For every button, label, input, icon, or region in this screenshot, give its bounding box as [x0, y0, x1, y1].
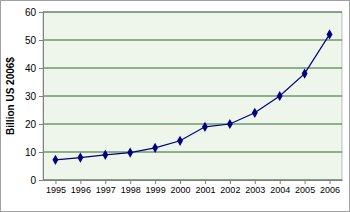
- data-point: [177, 136, 183, 146]
- chart-frame: [1, 1, 350, 212]
- y-tick: 20: [25, 119, 43, 130]
- x-tick: 1998: [121, 180, 141, 195]
- x-tick: 2003: [245, 180, 265, 195]
- data-point: [102, 150, 108, 160]
- y-tick-label: 60: [25, 7, 37, 18]
- x-tick-label: 2001: [195, 185, 215, 195]
- x-tick-label: 1997: [96, 185, 116, 195]
- data-point: [127, 147, 133, 157]
- grid-line: [43, 124, 342, 125]
- data-line: [55, 34, 329, 159]
- plot-area: [43, 12, 342, 180]
- x-tick-label: 1995: [46, 185, 66, 195]
- x-tick-mark: [305, 180, 306, 184]
- y-tick-label: 0: [30, 175, 36, 186]
- y-axis-title: Billion US 2006$: [5, 57, 16, 135]
- x-tick-mark: [180, 180, 181, 184]
- y-tick-label: 30: [25, 91, 37, 102]
- x-tick: 2002: [220, 180, 240, 195]
- y-tick-label: 20: [25, 119, 37, 130]
- y-tick-mark: [39, 124, 43, 125]
- grid-line: [43, 68, 342, 69]
- x-tick-mark: [280, 180, 281, 184]
- x-tick-label: 1998: [121, 185, 141, 195]
- x-tick-mark: [130, 180, 131, 184]
- grid: [43, 12, 342, 180]
- y-tick-mark: [39, 12, 43, 13]
- data-point: [327, 29, 333, 39]
- data-point: [53, 155, 59, 165]
- x-tick: 2004: [270, 180, 290, 195]
- y-tick-label: 10: [25, 147, 37, 158]
- y-tick-mark: [39, 180, 43, 181]
- x-tick-mark: [155, 180, 156, 184]
- y-axis-line: [43, 13, 44, 181]
- x-tick-mark: [55, 180, 56, 184]
- data-point: [227, 119, 233, 129]
- x-tick-label: 2006: [320, 185, 340, 195]
- y-tick: 0: [30, 175, 43, 186]
- grid-line: [43, 40, 342, 41]
- x-tick-label: 1996: [71, 185, 91, 195]
- x-tick-label: 2000: [171, 185, 191, 195]
- x-tick: 2001: [195, 180, 215, 195]
- y-tick: 30: [25, 91, 43, 102]
- x-tick-label: 2003: [245, 185, 265, 195]
- x-tick-label: 2004: [270, 185, 290, 195]
- data-point: [77, 153, 83, 163]
- y-axis: 0 10 20 30 40 50 60: [25, 7, 44, 186]
- x-tick-label: 1999: [146, 185, 166, 195]
- x-tick: 1997: [96, 180, 116, 195]
- x-tick: 1999: [146, 180, 166, 195]
- y-tick: 50: [25, 35, 43, 46]
- x-tick: 1996: [71, 180, 91, 195]
- x-axis: 1995 1996 1997 1998 1999 2000 2001 2002 2003 2004…: [44, 180, 343, 195]
- data-point: [252, 108, 258, 118]
- grid-line: [43, 96, 342, 97]
- y-tick-mark: [39, 96, 43, 97]
- series: [53, 29, 333, 165]
- x-tick-mark: [105, 180, 106, 184]
- grid-line: [43, 180, 342, 181]
- y-tick: 40: [25, 63, 43, 74]
- data-point: [277, 91, 283, 101]
- y-tick: 60: [25, 7, 43, 18]
- x-tick: 2005: [295, 180, 315, 195]
- x-tick-mark: [230, 180, 231, 184]
- x-tick: 2000: [171, 180, 191, 195]
- grid-line: [43, 152, 342, 153]
- x-tick-label: 2002: [220, 185, 240, 195]
- x-tick-mark: [255, 180, 256, 184]
- x-tick-mark: [80, 180, 81, 184]
- grid-line: [43, 12, 342, 13]
- x-tick: 2006: [320, 180, 340, 195]
- x-tick-mark: [330, 180, 331, 184]
- x-tick-label: 2005: [295, 185, 315, 195]
- y-tick-mark: [39, 152, 43, 153]
- y-tick-label: 50: [25, 35, 37, 46]
- data-point: [152, 143, 158, 153]
- data-point: [202, 122, 208, 132]
- y-tick: 10: [25, 147, 43, 158]
- x-tick-mark: [205, 180, 206, 184]
- y-tick-mark: [39, 40, 43, 41]
- y-tick-label: 40: [25, 63, 37, 74]
- data-point: [302, 69, 308, 79]
- x-axis-line: [44, 180, 343, 181]
- y-tick-mark: [39, 68, 43, 69]
- chart: 0 10 20 30 40 50 60 1995 1996 1997 1998 1999 2000 200…: [0, 0, 350, 212]
- x-tick: 1995: [46, 180, 66, 195]
